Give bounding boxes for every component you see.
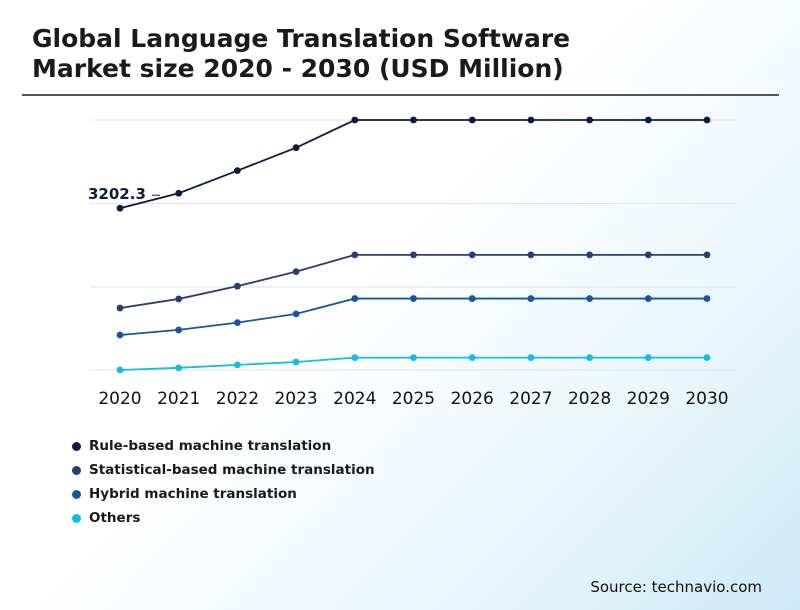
series-2-point-2028 <box>586 295 593 302</box>
series-1-point-2026 <box>468 251 476 259</box>
chart-title-line-2: Market size 2020 - 2030 (USD Million) <box>32 54 564 83</box>
legend-label: Others <box>89 510 141 526</box>
series-3-point-2028 <box>586 354 593 362</box>
series-1-point-2025 <box>410 251 417 259</box>
legend-marker-icon <box>72 441 81 451</box>
series-2-point-2025 <box>410 295 417 302</box>
data-label-annotation: 3202.3 <box>88 185 146 203</box>
chart-title: Global Language Translation Software Mar… <box>32 24 570 84</box>
series-0-point-2027 <box>527 116 535 124</box>
series-line-0 <box>119 119 707 210</box>
series-1-point-2021 <box>175 295 183 303</box>
legend-label: Rule-based machine translation <box>89 438 332 454</box>
series-3-point-2024 <box>351 354 359 362</box>
legend-item-0: Rule-based machine translation <box>72 434 375 458</box>
legend-marker-icon <box>72 465 81 475</box>
x-tick-label-2021: 2021 <box>157 389 200 409</box>
x-tick-label-2029: 2029 <box>627 389 670 409</box>
series-2-point-2023 <box>292 310 300 318</box>
series-3-point-2021 <box>175 364 183 372</box>
x-tick-label-2024: 2024 <box>333 389 376 409</box>
legend-label: Statistical-based machine translation <box>89 462 375 478</box>
series-3-point-2027 <box>527 354 535 362</box>
series-3-point-2022 <box>234 361 241 369</box>
x-tick-label-2030: 2030 <box>685 389 728 409</box>
chart-legend: Rule-based machine translation Statistica… <box>72 434 375 530</box>
x-tick-label-2025: 2025 <box>392 389 435 409</box>
series-1-point-2023 <box>292 268 300 276</box>
series-3-point-2026 <box>468 354 476 362</box>
x-tick-label-2020: 2020 <box>98 389 141 409</box>
series-2-point-2030 <box>703 295 711 302</box>
series-1-point-2022 <box>234 282 241 290</box>
series-2-point-2029 <box>644 295 652 302</box>
series-3-point-2029 <box>644 354 652 362</box>
legend-item-1: Statistical-based machine translation <box>72 458 375 482</box>
series-1-point-2028 <box>586 251 593 259</box>
series-3-point-2030 <box>703 354 711 362</box>
series-3-point-2020 <box>116 366 124 374</box>
series-1-point-2029 <box>644 251 652 259</box>
series-2-point-2020 <box>116 331 124 339</box>
series-0-point-2021 <box>175 189 183 197</box>
series-2-point-2024 <box>351 295 359 302</box>
source-credit: Source: technavio.com <box>590 578 762 596</box>
legend-label: Hybrid machine translation <box>89 486 297 502</box>
series-1-point-2024 <box>351 251 359 259</box>
legend-item-3: Others <box>72 506 375 530</box>
series-0-point-2026 <box>468 116 476 124</box>
series-1-point-2030 <box>703 251 711 259</box>
legend-marker-icon <box>72 489 81 499</box>
series-0-point-2030 <box>703 116 711 124</box>
title-divider <box>22 94 779 96</box>
series-3-point-2025 <box>410 354 417 362</box>
x-tick-label-2022: 2022 <box>216 389 259 409</box>
x-tick-label-2026: 2026 <box>451 389 494 409</box>
series-2-point-2021 <box>175 326 183 334</box>
series-0-point-2023 <box>292 144 300 152</box>
legend-marker-icon <box>72 513 81 523</box>
chart-title-line-1: Global Language Translation Software <box>32 24 571 53</box>
series-0-point-2029 <box>644 116 652 124</box>
series-1-point-2027 <box>527 251 535 259</box>
x-tick-label-2023: 2023 <box>274 389 317 409</box>
series-0-point-2020 <box>116 204 124 212</box>
legend-item-2: Hybrid machine translation <box>72 482 375 506</box>
series-2-point-2027 <box>527 295 535 302</box>
series-2-point-2026 <box>468 295 476 302</box>
series-1-point-2020 <box>116 304 124 312</box>
series-2-point-2022 <box>234 319 241 327</box>
x-tick-label-2027: 2027 <box>509 389 552 409</box>
series-line-2 <box>119 297 707 336</box>
series-3-point-2023 <box>292 358 300 366</box>
series-0-point-2025 <box>410 116 417 124</box>
series-0-point-2024 <box>351 116 359 124</box>
series-0-point-2028 <box>586 116 593 124</box>
x-tick-label-2028: 2028 <box>568 389 611 409</box>
series-0-point-2022 <box>234 167 241 175</box>
